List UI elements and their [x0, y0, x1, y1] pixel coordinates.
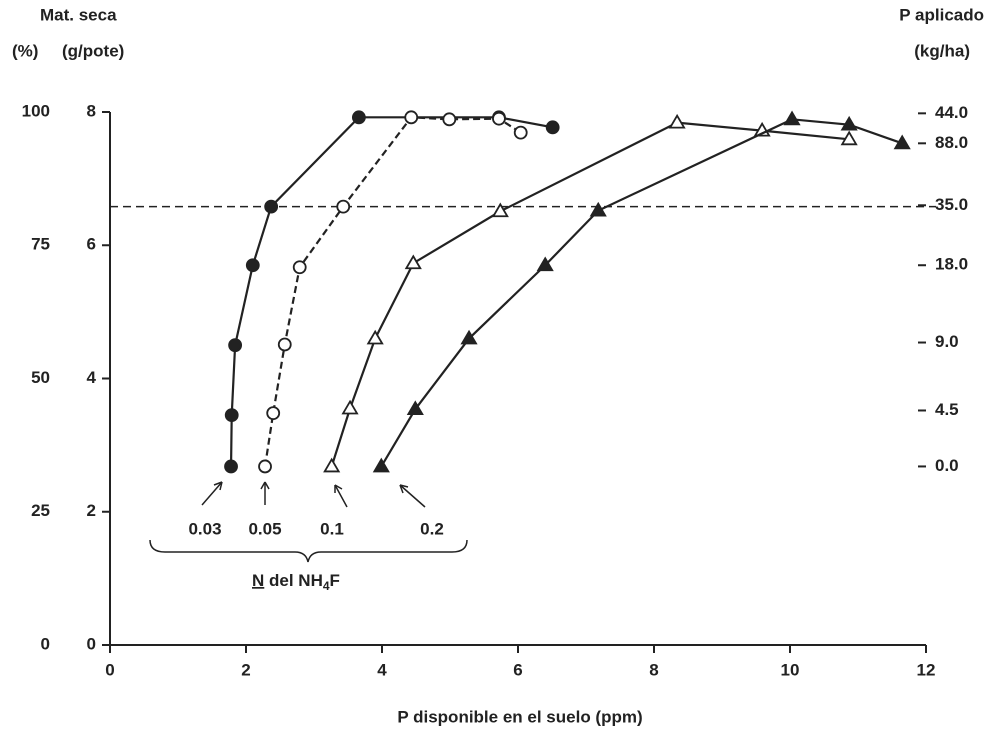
- x-tick-label: 0: [105, 660, 114, 679]
- right-tick-label: 4.5: [935, 400, 959, 419]
- series-label: 0.05: [248, 519, 281, 538]
- right-tick-label: 9.0: [935, 332, 959, 351]
- y2-tick-label: 75: [31, 235, 50, 254]
- point: [460, 329, 478, 345]
- point: [783, 110, 801, 126]
- y-axis-title: Mat. seca: [40, 5, 117, 24]
- point: [536, 256, 554, 272]
- y2-tick-label: 25: [31, 501, 50, 520]
- point: [292, 260, 307, 275]
- point: [893, 134, 911, 150]
- point: [264, 199, 279, 214]
- point: [545, 120, 560, 135]
- arrows: [201, 481, 426, 508]
- right-tick-label: 88.0: [935, 133, 968, 152]
- right-tick-label: 35.0: [935, 195, 968, 214]
- point: [266, 406, 281, 421]
- point: [336, 199, 351, 214]
- point: [589, 201, 607, 217]
- point: [668, 113, 686, 129]
- y2-tick-label: 50: [31, 368, 50, 387]
- right-tick-label: 44.0: [935, 103, 968, 122]
- point: [491, 202, 509, 218]
- y-tick-label: 8: [87, 101, 96, 120]
- point: [351, 110, 366, 125]
- y2-axis-unit: (%): [12, 41, 38, 60]
- series-label: 0.03: [188, 519, 221, 538]
- x-tick-label: 12: [917, 660, 936, 679]
- annotation-suffix: F: [330, 571, 340, 590]
- right-tick-label: 18.0: [935, 255, 968, 274]
- y-tick-label: 0: [87, 634, 96, 653]
- brace: [149, 539, 468, 563]
- annotation-n: N: [252, 571, 264, 590]
- series-line: [229, 116, 553, 467]
- y-axis-unit: (g/pote): [62, 41, 124, 60]
- series-label: 0.1: [320, 519, 344, 538]
- point: [406, 400, 424, 416]
- series-line: [380, 118, 903, 468]
- point: [323, 457, 341, 473]
- annotation-text: del NH: [269, 571, 323, 590]
- y-tick-label: 4: [87, 368, 97, 387]
- x-axis-title: P disponible en el suelo (ppm): [397, 707, 642, 726]
- point: [245, 258, 260, 273]
- right-axis-unit: (kg/ha): [914, 41, 970, 60]
- point: [224, 408, 239, 423]
- point: [366, 329, 384, 345]
- point: [341, 399, 359, 415]
- point: [228, 338, 243, 353]
- point: [404, 254, 422, 270]
- y2-tick-label: 100: [22, 101, 50, 120]
- series-line: [263, 116, 522, 467]
- point: [404, 110, 419, 125]
- y-tick-label: 2: [87, 501, 96, 520]
- point: [258, 459, 272, 474]
- x-tick-label: 10: [781, 660, 800, 679]
- series-label: 0.2: [420, 519, 444, 538]
- right-tick-label: 0.0: [935, 456, 959, 475]
- point: [442, 112, 457, 127]
- point: [513, 125, 528, 140]
- y2-tick-label: 0: [41, 634, 50, 653]
- point: [372, 457, 390, 473]
- point: [224, 459, 238, 474]
- series-line: [330, 121, 850, 467]
- point: [277, 337, 292, 352]
- annotation: N del NH4F: [252, 571, 340, 593]
- x-tick-label: 4: [377, 660, 387, 679]
- x-tick-label: 2: [241, 660, 250, 679]
- point: [840, 130, 858, 146]
- y-tick-label: 6: [87, 235, 96, 254]
- point: [840, 115, 858, 131]
- point: [492, 111, 506, 126]
- x-tick-label: 8: [649, 660, 658, 679]
- annotation-sub: 4: [323, 579, 330, 593]
- x-tick-label: 6: [513, 660, 522, 679]
- right-axis-title: P aplicado: [899, 5, 984, 24]
